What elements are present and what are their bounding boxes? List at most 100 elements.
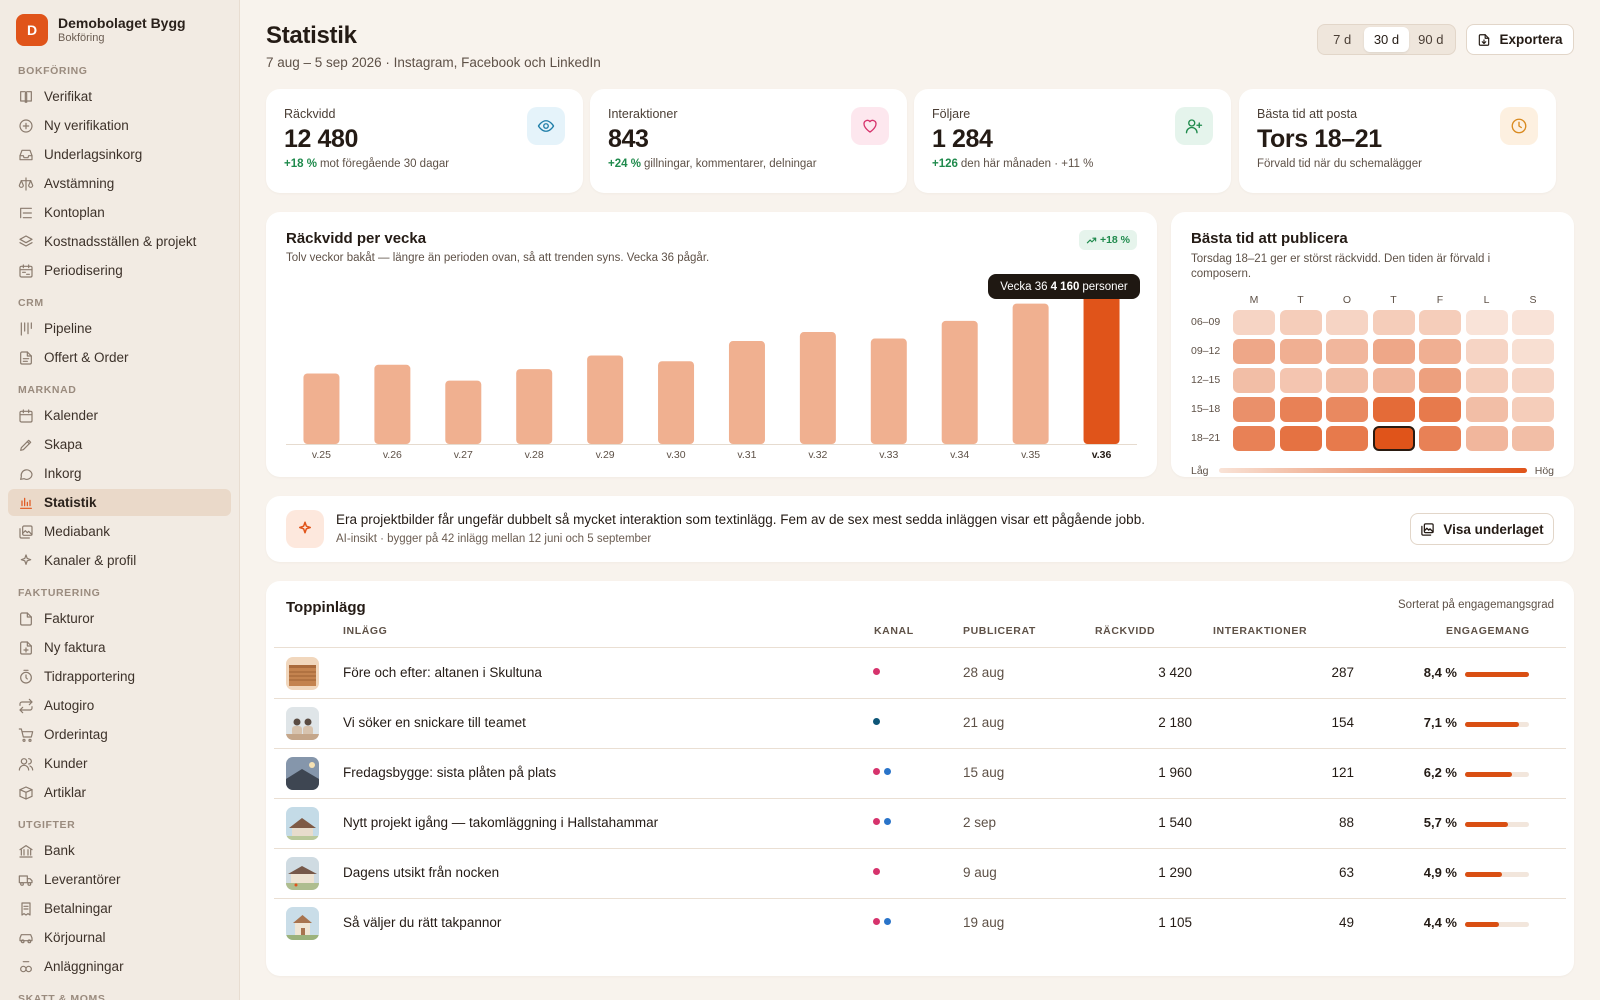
sidebar-item-kanaler-profil[interactable]: Kanaler & profil xyxy=(8,547,231,574)
kpi-label: Interaktioner xyxy=(608,107,678,121)
heatmap-cell[interactable] xyxy=(1465,339,1508,364)
sidebar-item-inkorg[interactable]: Inkorg xyxy=(8,460,231,487)
post-title[interactable]: Före och efter: altanen i Skultuna xyxy=(343,665,542,680)
heatmap-cell[interactable] xyxy=(1512,310,1554,335)
sidebar-item-ny-verifikation[interactable]: Ny verifikation xyxy=(8,112,231,139)
sidebar-item-autogiro[interactable]: Autogiro xyxy=(8,692,231,719)
heatmap-cell[interactable] xyxy=(1233,339,1275,364)
sidebar-item-verifikat[interactable]: Verifikat xyxy=(8,83,231,110)
sidebar-item-avstämning[interactable]: Avstämning xyxy=(8,170,231,197)
col-header-reach[interactable]: RÄCKVIDD xyxy=(1095,625,1156,637)
sidebar-item-skapa[interactable]: Skapa xyxy=(8,431,231,458)
brand[interactable]: D Demobolaget Bygg Bokföring xyxy=(0,0,239,46)
bar-v33[interactable] xyxy=(870,338,907,444)
heatmap-cell[interactable] xyxy=(1465,368,1508,393)
range-7d-button[interactable]: 7 d xyxy=(1333,32,1352,47)
heatmap-cell[interactable] xyxy=(1279,368,1322,393)
heatmap-cell[interactable] xyxy=(1419,339,1461,364)
export-button[interactable]: Exportera xyxy=(1466,24,1574,55)
sidebar-item-artiklar[interactable]: Artiklar xyxy=(8,779,231,806)
table-row[interactable]: Fredagsbygge: sista plåten på plats 15 au… xyxy=(274,748,1566,799)
sidebar-item-ny-faktura[interactable]: Ny faktura xyxy=(8,634,231,661)
heatmap-cell[interactable] xyxy=(1372,368,1415,393)
sidebar-item-orderintag[interactable]: Orderintag xyxy=(8,721,231,748)
heatmap-cell[interactable] xyxy=(1279,310,1322,335)
heatmap-cell[interactable] xyxy=(1419,397,1461,422)
heatmap-cell[interactable] xyxy=(1326,368,1368,393)
sidebar-item-offert-order[interactable]: Offert & Order xyxy=(8,344,231,371)
table-row[interactable]: Nytt projekt igång — takomläggning i Hal… xyxy=(274,798,1566,849)
heatmap-cell[interactable] xyxy=(1465,310,1508,335)
sidebar-item-leverantörer[interactable]: Leverantörer xyxy=(8,866,231,893)
heatmap-cell[interactable] xyxy=(1419,310,1461,335)
show-data-button[interactable]: Visa underlaget xyxy=(1410,513,1554,545)
sidebar-item-underlagsinkorg[interactable]: Underlagsinkorg xyxy=(8,141,231,168)
heatmap-cell[interactable] xyxy=(1279,339,1322,364)
sidebar-item-kontoplan[interactable]: Kontoplan xyxy=(8,199,231,226)
bar-v35[interactable] xyxy=(1012,303,1049,444)
sidebar-item-fakturor[interactable]: Fakturor xyxy=(8,605,231,632)
table-row[interactable]: Dagens utsikt från nocken 9 aug 1 290 63 4,9… xyxy=(274,848,1566,899)
heatmap-cell[interactable] xyxy=(1233,368,1275,393)
post-title[interactable]: Dagens utsikt från nocken xyxy=(343,865,500,880)
col-header-channel[interactable]: KANAL xyxy=(874,625,914,637)
heatmap-cell[interactable] xyxy=(1233,397,1275,422)
range-90d-button[interactable]: 90 d xyxy=(1418,32,1444,47)
heatmap-cell[interactable] xyxy=(1326,426,1368,451)
post-title[interactable]: Fredagsbygge: sista plåten på plats xyxy=(343,765,557,780)
sidebar-item-betalningar[interactable]: Betalningar xyxy=(8,895,231,922)
heatmap-cell[interactable] xyxy=(1326,310,1368,335)
heatmap-cell[interactable] xyxy=(1465,397,1508,422)
col-header-engagement[interactable]: ENGAGEMANG xyxy=(1446,625,1530,637)
heatmap-cell[interactable] xyxy=(1512,397,1554,422)
heatmap-cell[interactable] xyxy=(1512,368,1554,393)
bar-v30[interactable] xyxy=(658,361,695,444)
heatmap-cell[interactable] xyxy=(1233,426,1275,451)
sidebar-item-tidrapportering[interactable]: Tidrapportering xyxy=(8,663,231,690)
bar-v27[interactable] xyxy=(445,380,482,444)
sidebar-item-mediabank[interactable]: Mediabank xyxy=(8,518,231,545)
range-30d-button[interactable]: 30 d xyxy=(1364,27,1409,52)
heatmap-cell[interactable] xyxy=(1372,310,1415,335)
sidebar-item-bank[interactable]: Bank xyxy=(8,837,231,864)
heatmap-cell[interactable] xyxy=(1512,339,1554,364)
heatmap-cell[interactable] xyxy=(1233,310,1275,335)
heatmap-cell[interactable] xyxy=(1279,397,1322,422)
sidebar-item-anläggningar[interactable]: Anläggningar xyxy=(8,953,231,980)
heatmap-cell[interactable] xyxy=(1326,339,1368,364)
sidebar-item-pipeline[interactable]: Pipeline xyxy=(8,315,231,342)
sidebar-item-statistik[interactable]: Statistik xyxy=(8,489,231,516)
sidebar-item-kunder[interactable]: Kunder xyxy=(8,750,231,777)
table-row[interactable]: Före och efter: altanen i Skultuna 28 aug… xyxy=(274,648,1566,699)
post-title[interactable]: Så väljer du rätt takpannor xyxy=(343,915,502,930)
heatmap-cell[interactable] xyxy=(1326,397,1368,422)
table-row[interactable]: Vi söker en snickare till teamet 21 aug 2 … xyxy=(274,698,1566,749)
post-title[interactable]: Nytt projekt igång — takomläggning i Hal… xyxy=(343,815,659,830)
bar-v26[interactable] xyxy=(374,364,411,444)
heatmap-cell[interactable] xyxy=(1372,397,1415,422)
sidebar-item-körjournal[interactable]: Körjournal xyxy=(8,924,231,951)
heatmap-cell[interactable] xyxy=(1465,426,1508,451)
col-header-interactions[interactable]: INTERAKTIONER xyxy=(1213,625,1308,637)
post-title[interactable]: Vi söker en snickare till teamet xyxy=(343,715,526,730)
heatmap-cell[interactable] xyxy=(1419,426,1461,451)
bar-v32[interactable] xyxy=(799,332,836,444)
bar-v29[interactable] xyxy=(587,355,624,444)
sidebar-item-kostnadsställen-projekt[interactable]: Kostnadsställen & projekt xyxy=(8,228,231,255)
sidebar-item-periodisering[interactable]: Periodisering xyxy=(8,257,231,284)
heatmap-cell[interactable] xyxy=(1419,368,1461,393)
sidebar-item-kalender[interactable]: Kalender xyxy=(8,402,231,429)
bar-v28[interactable] xyxy=(516,369,553,444)
table-row[interactable]: Så väljer du rätt takpannor 19 aug 1 105 49… xyxy=(274,898,1566,949)
heatmap-cell[interactable] xyxy=(1372,339,1415,364)
bar-v34[interactable] xyxy=(941,320,978,444)
heatmap-cell[interactable] xyxy=(1512,426,1554,451)
heatmap-cell[interactable] xyxy=(1279,426,1322,451)
sort-label[interactable]: Sorterat på engagemangsgrad xyxy=(1398,599,1554,611)
heatmap-cell[interactable] xyxy=(1372,426,1415,451)
col-header-post[interactable]: INLÄGG xyxy=(343,625,388,637)
bar-v25[interactable] xyxy=(303,373,340,444)
bar-v36[interactable] xyxy=(1083,294,1120,444)
col-header-published[interactable]: PUBLICERAT xyxy=(963,625,1036,637)
bar-v31[interactable] xyxy=(728,341,765,444)
